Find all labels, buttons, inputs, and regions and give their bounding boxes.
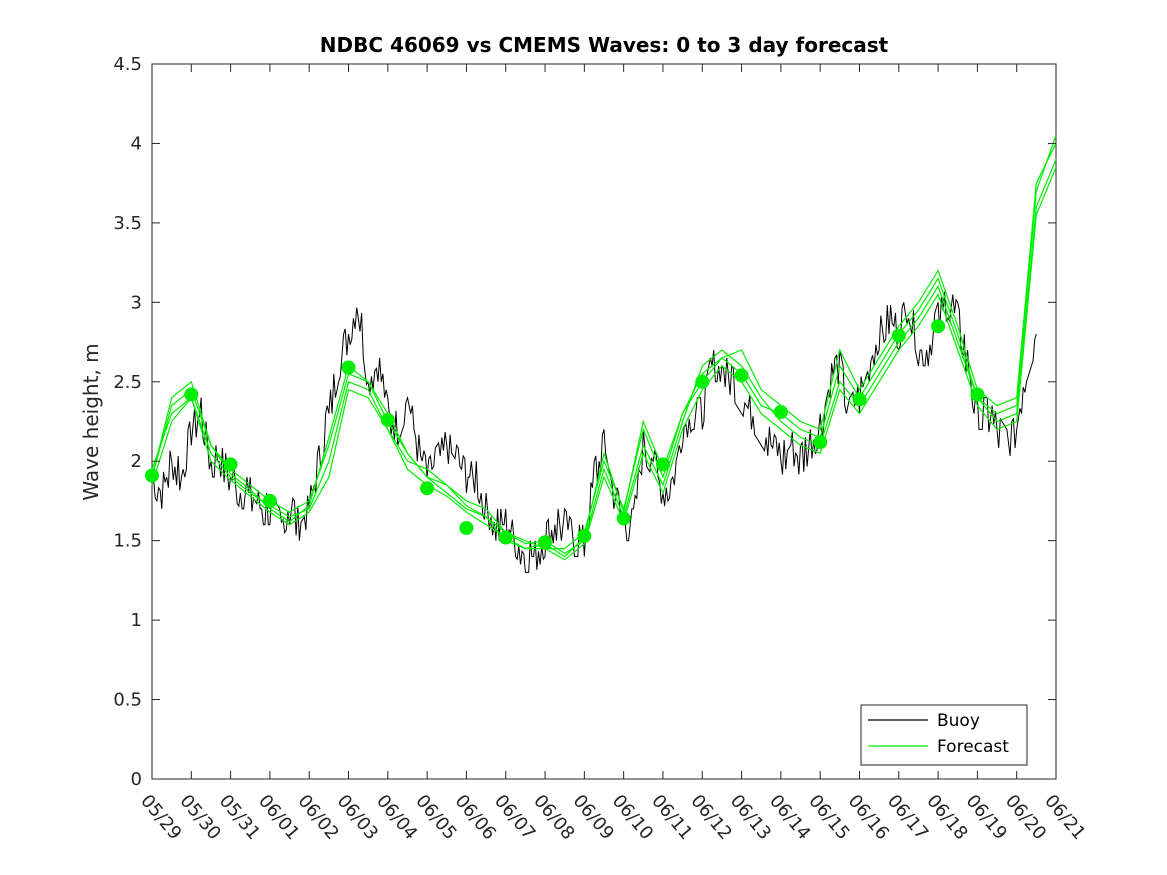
y-tick-label: 2 xyxy=(131,451,142,472)
plot-frame xyxy=(151,63,1057,780)
forecast-marker xyxy=(459,521,474,535)
buoy-series xyxy=(151,291,1037,573)
forecast-marker xyxy=(420,481,435,496)
y-tick-label: 4 xyxy=(131,133,142,154)
forecast-marker xyxy=(262,493,277,508)
x-tick-label: 06/14 xyxy=(765,791,814,844)
forecast-series xyxy=(151,135,1057,561)
x-tick-label: 06/03 xyxy=(333,791,382,844)
x-tick-label: 06/19 xyxy=(962,791,1011,844)
y-tick-label: 1.5 xyxy=(113,531,142,552)
forecast-marker xyxy=(931,319,946,334)
y-tick-label: 3.5 xyxy=(113,213,142,234)
forecast-run-line xyxy=(151,143,1057,558)
x-tick-label: 06/02 xyxy=(293,791,342,844)
legend-box xyxy=(860,704,1028,766)
x-tick-label: 06/21 xyxy=(1040,791,1089,844)
x-tick-label: 06/11 xyxy=(647,791,696,844)
forecast-run-line xyxy=(151,167,1057,561)
x-tick-label: 06/04 xyxy=(372,791,421,844)
forecast-marker xyxy=(577,528,592,543)
x-tick-label: 06/09 xyxy=(569,791,618,844)
forecast-marker xyxy=(852,392,867,407)
x-tick-label: 06/17 xyxy=(883,791,932,844)
forecast-marker xyxy=(656,457,670,472)
forecast-marker xyxy=(695,374,710,389)
y-tick-label: 3 xyxy=(131,292,142,313)
forecast-marker xyxy=(145,468,159,483)
forecast-marker xyxy=(498,530,513,545)
forecast-marker xyxy=(341,360,356,375)
forecast-marker xyxy=(616,511,631,526)
legend-buoy-label: Buoy xyxy=(937,711,980,731)
y-tick-label: 0 xyxy=(131,769,142,790)
legend: Buoy Forecast xyxy=(860,704,1028,766)
x-tick-label: 05/31 xyxy=(215,791,264,844)
y-tick-label: 1 xyxy=(131,610,142,631)
forecast-marker xyxy=(380,412,395,427)
y-axis-label: Wave height, m xyxy=(79,343,103,500)
legend-forecast-label: Forecast xyxy=(937,737,1009,757)
x-tick-label: 06/15 xyxy=(804,791,853,844)
x-tick-label: 05/30 xyxy=(175,791,224,844)
buoy-line xyxy=(151,291,1037,573)
forecast-marker xyxy=(184,387,199,402)
x-tick-label: 06/10 xyxy=(608,791,657,844)
y-axis: 0 0.5 1 1.5 2 2.5 3 3.5 4 4.5 xyxy=(113,54,1056,790)
x-tick-label: 06/01 xyxy=(254,791,303,844)
x-tick-label: 06/16 xyxy=(844,791,893,844)
x-tick-label: 06/13 xyxy=(726,791,775,844)
forecast-marker xyxy=(734,368,749,383)
x-tick-label: 06/18 xyxy=(922,791,971,844)
forecast-run-line xyxy=(151,135,1057,550)
x-tick-label: 06/07 xyxy=(490,791,539,844)
y-tick-label: 4.5 xyxy=(113,54,142,75)
x-tick-label: 06/08 xyxy=(529,791,578,844)
x-tick-label: 06/12 xyxy=(686,791,735,844)
x-tick-label: 06/05 xyxy=(411,791,460,844)
forecast-marker xyxy=(813,435,828,450)
x-tick-label: 06/20 xyxy=(1001,791,1050,844)
y-tick-label: 0.5 xyxy=(113,690,142,711)
chart-title: NDBC 46069 vs CMEMS Waves: 0 to 3 day fo… xyxy=(320,33,889,57)
forecast-marker xyxy=(538,535,552,550)
y-tick-label: 2.5 xyxy=(113,372,142,393)
plot-area xyxy=(145,63,1057,780)
x-tick-label: 05/29 xyxy=(136,791,185,844)
forecast-markers xyxy=(145,319,985,550)
forecast-marker xyxy=(970,387,985,402)
x-tick-label: 06/06 xyxy=(451,791,500,844)
forecast-marker xyxy=(223,457,238,472)
forecast-marker xyxy=(891,328,906,343)
forecast-marker xyxy=(773,405,788,419)
